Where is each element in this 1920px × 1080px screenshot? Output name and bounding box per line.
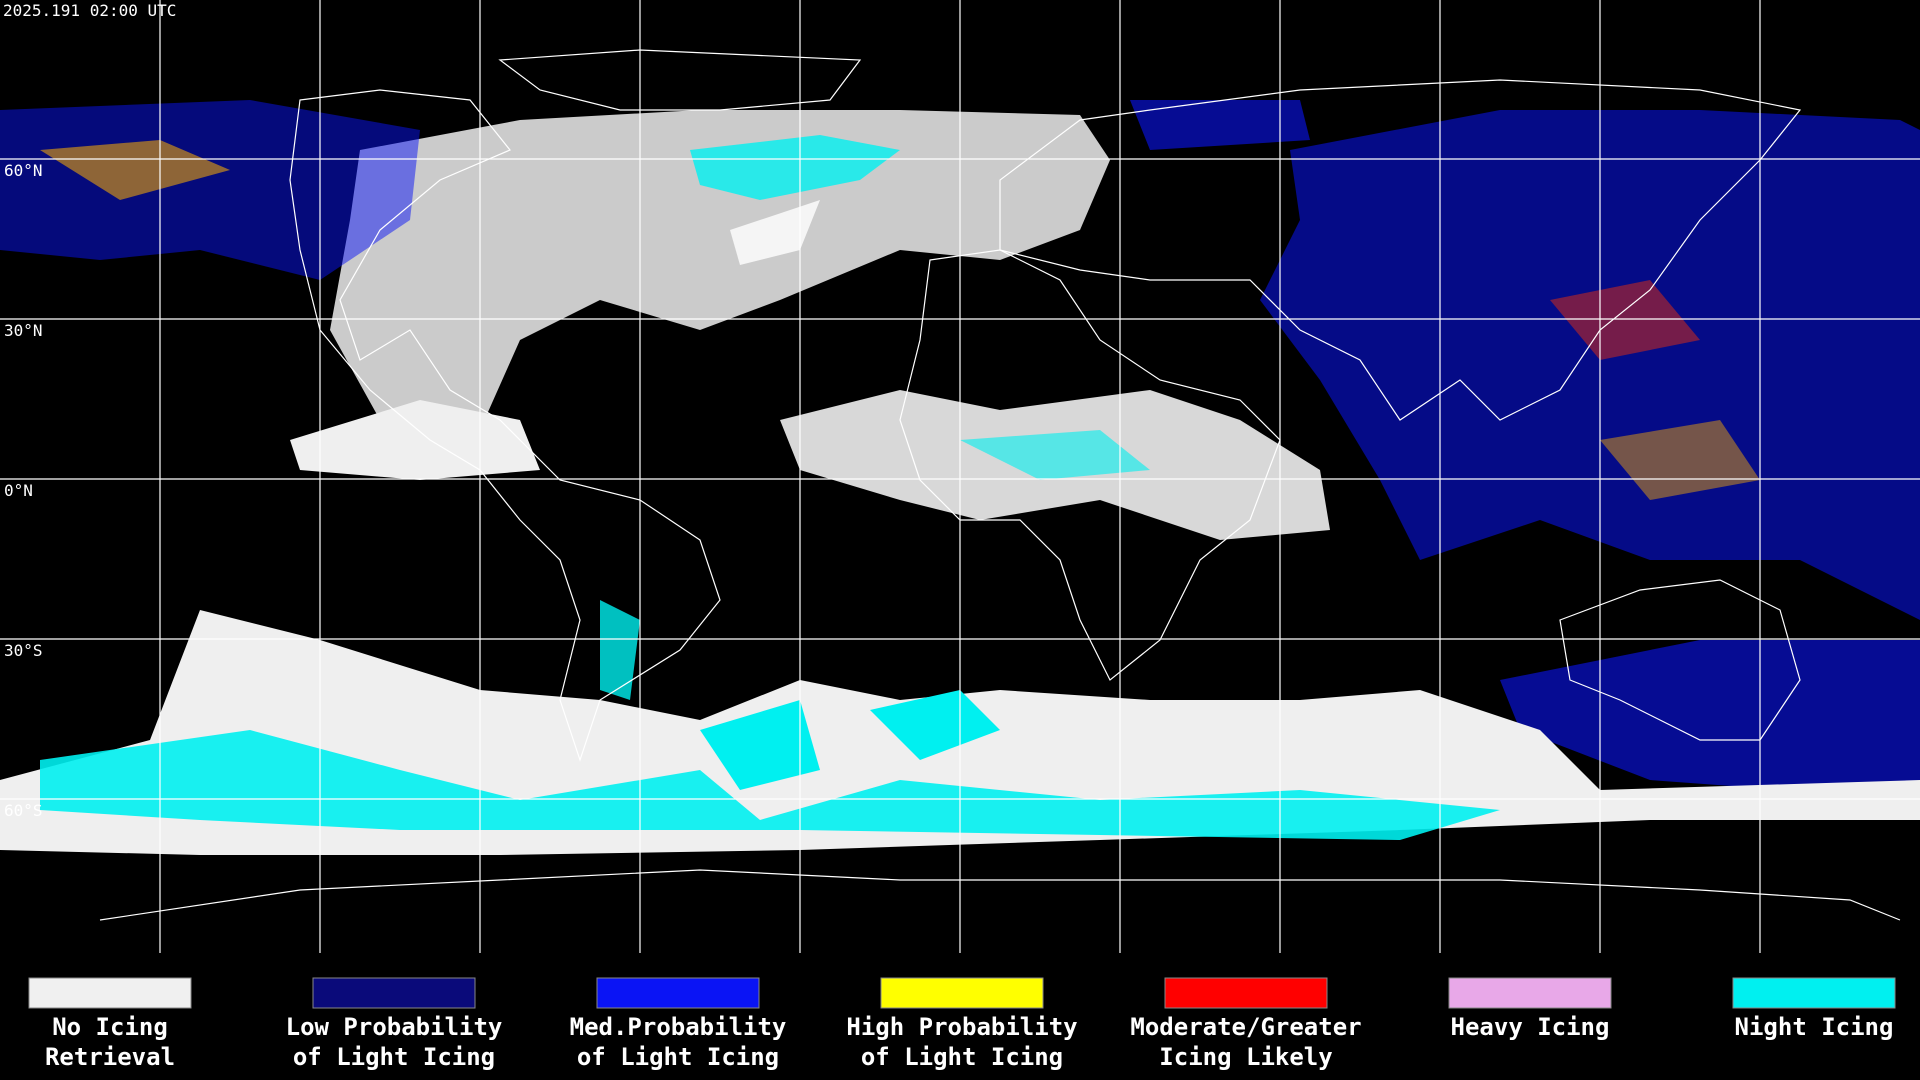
americas-coast bbox=[289, 89, 721, 762]
legend-label: Med.Probability bbox=[570, 1013, 787, 1041]
latitude-label: 0°N bbox=[4, 481, 33, 500]
legend-label: No Icing bbox=[52, 1013, 168, 1041]
night-icing-area bbox=[960, 430, 1150, 480]
high-probability-area bbox=[1600, 420, 1760, 500]
med-probability-area bbox=[1130, 100, 1310, 150]
legend-swatch bbox=[1448, 977, 1612, 1009]
night-icing-area bbox=[870, 690, 1000, 760]
legend-label: of Light Icing bbox=[861, 1043, 1063, 1071]
legend-swatch bbox=[1732, 977, 1896, 1009]
legend-label: Heavy Icing bbox=[1451, 1013, 1610, 1041]
night-icing-area bbox=[40, 730, 1500, 840]
legend-label: of Light Icing bbox=[577, 1043, 779, 1071]
graticule bbox=[0, 0, 1920, 953]
latitude-label: 60°S bbox=[4, 801, 43, 820]
latitude-label: 30°N bbox=[4, 321, 43, 340]
eurasia-coast bbox=[999, 79, 1802, 421]
timestamp: 2025.191 02:00 UTC bbox=[3, 1, 176, 20]
africa-coast bbox=[899, 249, 1281, 681]
legend-label: Icing Likely bbox=[1159, 1043, 1332, 1071]
no-icing-area bbox=[290, 400, 540, 480]
legend-label: Night Icing bbox=[1735, 1013, 1894, 1041]
no-icing-area bbox=[330, 110, 1110, 430]
med-probability-area bbox=[1500, 640, 1920, 800]
legend-swatch bbox=[596, 977, 760, 1009]
greenland-coast bbox=[498, 49, 862, 111]
night-icing-area bbox=[600, 600, 640, 700]
legend-label: High Probability bbox=[846, 1013, 1077, 1041]
legend-label: of Light Icing bbox=[293, 1043, 495, 1071]
australia-coast bbox=[1559, 579, 1801, 741]
med-probability-area bbox=[1260, 110, 1920, 620]
legend-label: Retrieval bbox=[45, 1043, 175, 1071]
high-probability-area bbox=[40, 140, 230, 200]
night-icing-area bbox=[690, 135, 900, 200]
antarctica-coast bbox=[99, 869, 1901, 921]
latitude-label: 60°N bbox=[4, 161, 43, 180]
legend-swatch bbox=[880, 977, 1044, 1009]
legend-label: Moderate/Greater bbox=[1130, 1013, 1361, 1041]
moderate-area bbox=[1550, 280, 1700, 360]
no-icing-area bbox=[730, 200, 820, 265]
legend-swatch bbox=[1164, 977, 1328, 1009]
legend-swatch bbox=[28, 977, 192, 1009]
latitude-labels: 60°N 30°N 0°N 30°S 60°S bbox=[4, 161, 43, 820]
coastlines bbox=[99, 49, 1901, 921]
latitude-label: 30°S bbox=[4, 641, 43, 660]
legend-label: Low Probability bbox=[286, 1013, 503, 1041]
legend-swatch bbox=[312, 977, 476, 1009]
night-icing-area bbox=[700, 700, 820, 790]
